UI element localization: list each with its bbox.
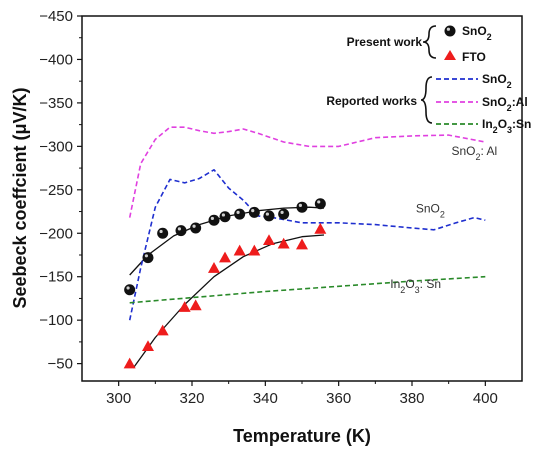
- x-tick-label: 380: [399, 390, 424, 407]
- sno2-data-point: [208, 214, 220, 226]
- legend-brace-present: [422, 25, 437, 59]
- x-axis-title: Temperature (K): [233, 426, 371, 446]
- fto-data-point: [156, 324, 169, 336]
- fto-data-point: [233, 244, 246, 256]
- series-line-fto_fit: [132, 234, 325, 369]
- legend-label-rep_in: In2O3:Sn: [482, 117, 531, 135]
- y-tick-label: −50: [48, 356, 73, 373]
- legend-label-rep_al: SnO2:Al: [482, 95, 528, 113]
- y-tick-label: −200: [39, 225, 73, 242]
- annotation-al: SnO2: Al: [451, 144, 497, 162]
- legend-label-sno2: SnO2: [462, 24, 492, 42]
- fto-data-point: [142, 340, 154, 352]
- y-tick-label: −250: [39, 182, 73, 199]
- sno2-data-point: [219, 211, 231, 223]
- legend-group-present: Present work: [347, 35, 423, 49]
- x-tick-label: 400: [473, 390, 498, 407]
- legend-group-reported: Reported works: [326, 94, 417, 108]
- sno2-data-point: [278, 208, 290, 220]
- y-tick-label: −450: [39, 8, 73, 25]
- fto-data-point: [219, 251, 231, 263]
- sno2-data-point: [190, 222, 202, 234]
- legend-label-rep_sno2: SnO2: [482, 72, 512, 90]
- y-axis-ticks: −50 −100 −150 −200 −250 −300 −350 −400 −450: [39, 8, 82, 373]
- sno2-data-point: [248, 206, 260, 218]
- series-line-rep_in: [129, 275, 486, 304]
- sno2-data-point: [296, 201, 308, 213]
- annotation-sno2: SnO2: [416, 201, 445, 219]
- y-tick-label: −150: [39, 269, 73, 286]
- fto-data-point: [263, 234, 275, 246]
- x-tick-label: 300: [106, 390, 131, 407]
- y-axis-title: Seebeck coeffcient (μV/K): [10, 87, 30, 308]
- series-line-rep_sno2: [128, 169, 486, 321]
- series-line-rep_al: [128, 126, 486, 218]
- series-lines: [128, 126, 486, 369]
- legend-label-fto: FTO: [462, 50, 486, 64]
- fto-data-point: [296, 238, 308, 250]
- y-tick-label: −100: [39, 312, 73, 329]
- plot-frame: [81, 15, 523, 382]
- fto-data-point: [248, 244, 261, 256]
- curve-annotations: SnO2: Al SnO2 In2O3: Sn: [390, 144, 497, 295]
- sno2-data-point: [314, 198, 326, 210]
- legend-brace-reported: [420, 76, 433, 124]
- legend-marker-sno2: [444, 25, 456, 37]
- sno2-data-point: [124, 284, 136, 296]
- fto-data-point: [208, 262, 220, 273]
- sno2-data-point: [142, 252, 154, 264]
- series-markers: [123, 198, 327, 369]
- annotation-in: In2O3: Sn: [390, 277, 441, 295]
- x-tick-label: 360: [326, 390, 351, 407]
- fto-data-point: [277, 237, 290, 249]
- fto-data-point: [314, 222, 327, 234]
- sno2-data-point: [175, 225, 187, 237]
- fto-data-point: [178, 301, 191, 312]
- y-tick-label: −350: [39, 95, 73, 112]
- x-tick-label: 340: [253, 390, 278, 407]
- y-tick-label: −300: [39, 138, 73, 155]
- x-tick-label: 320: [179, 390, 204, 407]
- legend-marker-fto: [444, 50, 456, 60]
- y-tick-label: −400: [39, 51, 73, 68]
- fto-data-point: [189, 299, 202, 311]
- legend: Present work SnO2 FTO Reported works SnO2 SnO…: [326, 24, 531, 135]
- sno2-data-point: [157, 227, 169, 239]
- x-axis-ticks: 300 320 340 360 380 400: [106, 381, 498, 407]
- fto-data-point: [123, 357, 136, 369]
- sno2-data-point: [263, 210, 275, 222]
- sno2-data-point: [234, 208, 246, 220]
